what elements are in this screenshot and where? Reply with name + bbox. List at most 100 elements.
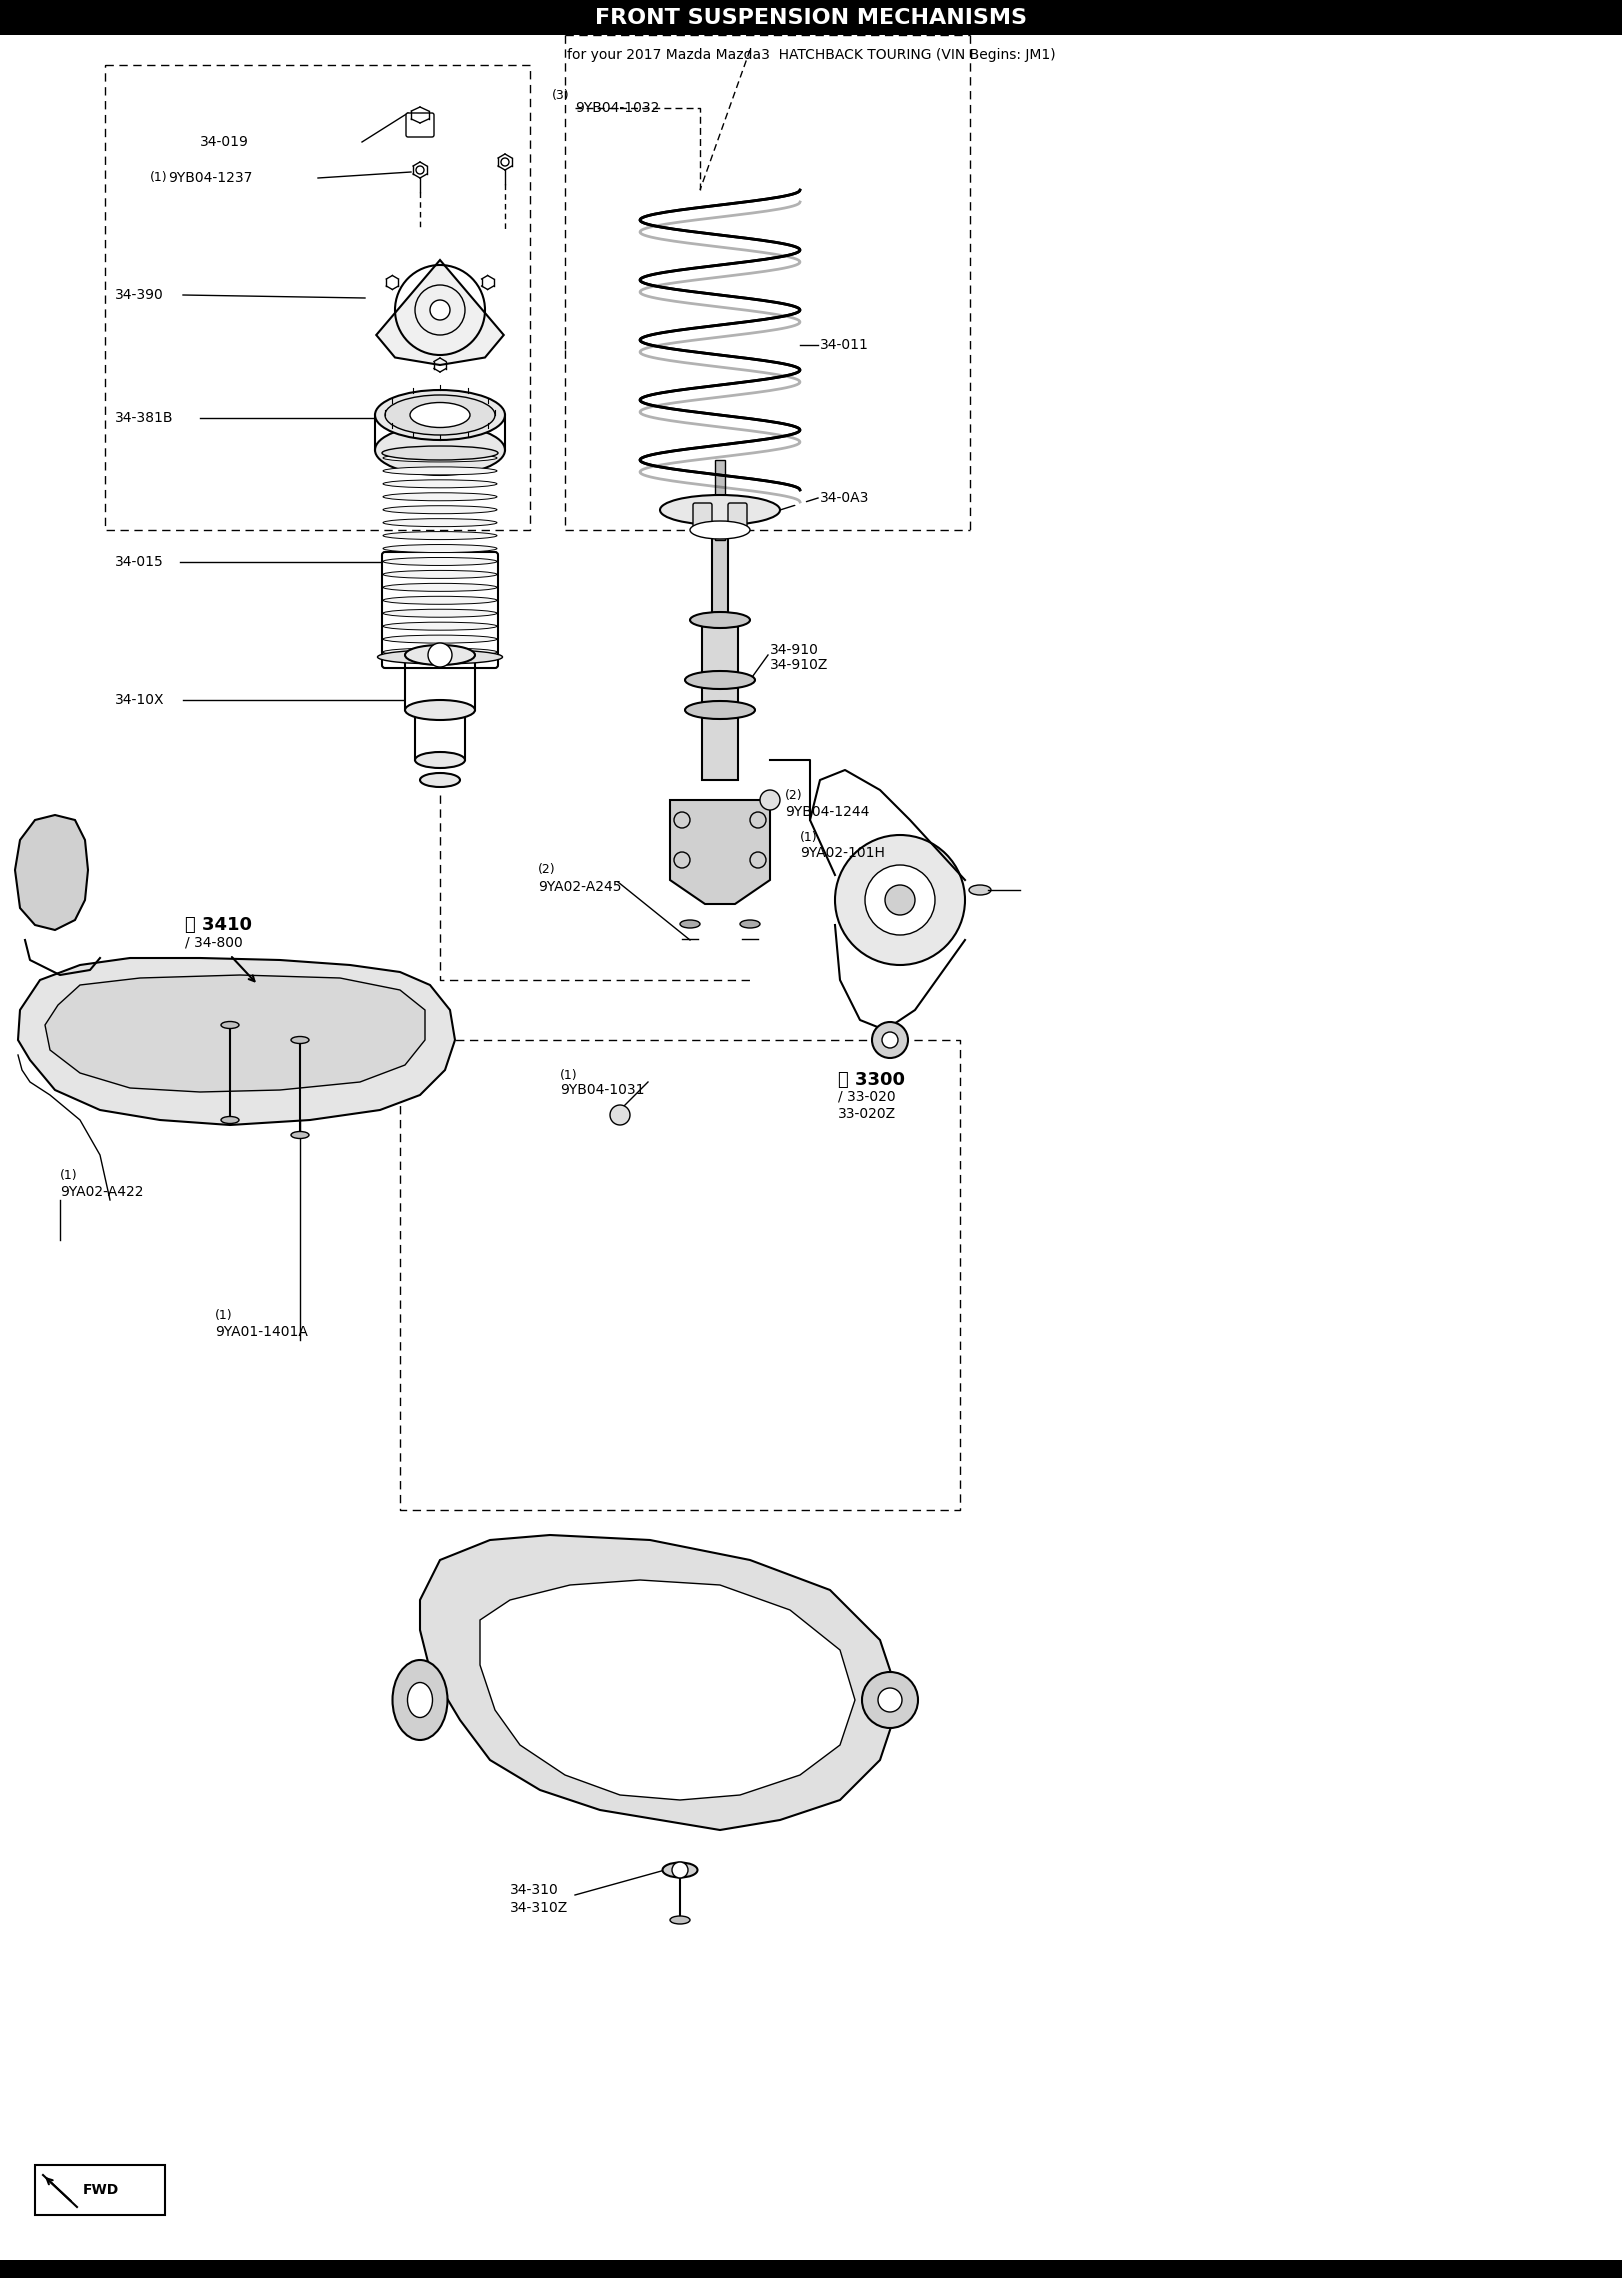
Bar [712,531,728,620]
Ellipse shape [384,394,495,435]
Text: / 33-020: / 33-020 [839,1089,895,1105]
Ellipse shape [740,920,761,927]
Polygon shape [18,959,456,1125]
Text: 34-019: 34-019 [200,134,248,148]
Text: 34-10X: 34-10X [115,693,164,706]
Text: 9YA02-A245: 9YA02-A245 [539,879,621,893]
Text: 9YA02-101H: 9YA02-101H [800,845,886,861]
Circle shape [861,1672,918,1729]
Ellipse shape [689,522,749,540]
Ellipse shape [383,506,496,515]
Text: (2): (2) [785,788,803,802]
Text: 9YA02-A422: 9YA02-A422 [60,1185,143,1198]
Ellipse shape [420,772,461,786]
Ellipse shape [383,446,498,460]
Ellipse shape [383,544,496,554]
Text: (1): (1) [149,171,167,185]
Circle shape [610,1105,629,1125]
Text: FWD: FWD [83,2182,120,2196]
Ellipse shape [383,453,496,462]
FancyBboxPatch shape [383,551,498,667]
Ellipse shape [290,1036,310,1043]
Bar [715,460,725,540]
Ellipse shape [375,390,504,440]
Polygon shape [480,1581,855,1800]
Ellipse shape [221,1021,238,1027]
Circle shape [672,1861,688,1877]
Ellipse shape [383,481,496,487]
Ellipse shape [383,492,496,501]
Bar [0,0,1622,34]
Text: (1): (1) [60,1169,78,1182]
Ellipse shape [290,1132,310,1139]
Text: for your 2017 Mazda Mazda3  HATCHBACK TOURING (VIN Begins: JM1): for your 2017 Mazda Mazda3 HATCHBACK TOU… [566,48,1056,62]
Ellipse shape [383,647,496,656]
Ellipse shape [670,1916,689,1925]
Ellipse shape [410,403,470,428]
Ellipse shape [415,752,466,768]
Ellipse shape [680,920,701,927]
Text: 34-390: 34-390 [115,287,164,303]
Ellipse shape [684,702,754,720]
Text: ⎙ 3300: ⎙ 3300 [839,1071,905,1089]
Bar [0,2260,1622,2278]
Circle shape [430,301,449,319]
Text: 9YA01-1401A: 9YA01-1401A [216,1326,308,1339]
Circle shape [761,790,780,811]
Polygon shape [420,1535,900,1829]
Ellipse shape [383,570,496,579]
Text: 9YB04-1031: 9YB04-1031 [560,1082,644,1098]
Text: 33-020Z: 33-020Z [839,1107,895,1121]
Ellipse shape [375,426,504,476]
FancyBboxPatch shape [728,503,748,526]
Ellipse shape [383,608,496,617]
Ellipse shape [221,1116,238,1123]
Text: (1): (1) [800,831,817,845]
Ellipse shape [406,699,475,720]
Ellipse shape [383,531,496,540]
Text: 34-0A3: 34-0A3 [821,492,869,506]
Ellipse shape [383,467,496,474]
Ellipse shape [689,613,749,629]
Text: / 34-800: / 34-800 [185,934,243,950]
Text: (3): (3) [551,89,569,103]
Polygon shape [45,975,425,1091]
Ellipse shape [407,1683,433,1718]
Ellipse shape [383,519,496,526]
Ellipse shape [383,558,496,565]
Text: (1): (1) [560,1068,577,1082]
Polygon shape [376,260,504,364]
Text: 34-310: 34-310 [509,1884,558,1898]
Text: 9YB04-1244: 9YB04-1244 [785,804,869,820]
Text: ⎙ 3410: ⎙ 3410 [185,916,251,934]
Text: 9YB04-1032: 9YB04-1032 [576,100,660,114]
Circle shape [873,1023,908,1057]
Ellipse shape [406,645,475,665]
Ellipse shape [968,884,991,895]
Circle shape [886,884,915,916]
Text: 34-310Z: 34-310Z [509,1902,568,1916]
Ellipse shape [662,1863,697,1877]
Bar [36,2164,165,2214]
Ellipse shape [383,636,496,642]
Text: FRONT SUSPENSION MECHANISMS: FRONT SUSPENSION MECHANISMS [595,9,1027,27]
Ellipse shape [383,622,496,631]
Circle shape [865,866,934,934]
Text: 34-910: 34-910 [770,642,819,656]
FancyBboxPatch shape [693,503,712,526]
Circle shape [882,1032,899,1048]
Ellipse shape [393,1661,448,1740]
Text: 34-381B: 34-381B [115,410,174,426]
Text: 9YB04-1237: 9YB04-1237 [169,171,253,185]
Circle shape [878,1688,902,1713]
Ellipse shape [383,583,496,592]
Bar [702,620,738,779]
Circle shape [428,642,453,667]
Ellipse shape [383,597,496,604]
Text: 34-910Z: 34-910Z [770,658,829,672]
Text: 34-015: 34-015 [115,556,164,570]
Polygon shape [670,800,770,904]
Polygon shape [15,816,88,929]
Circle shape [835,836,965,966]
Text: 34-011: 34-011 [821,337,869,353]
